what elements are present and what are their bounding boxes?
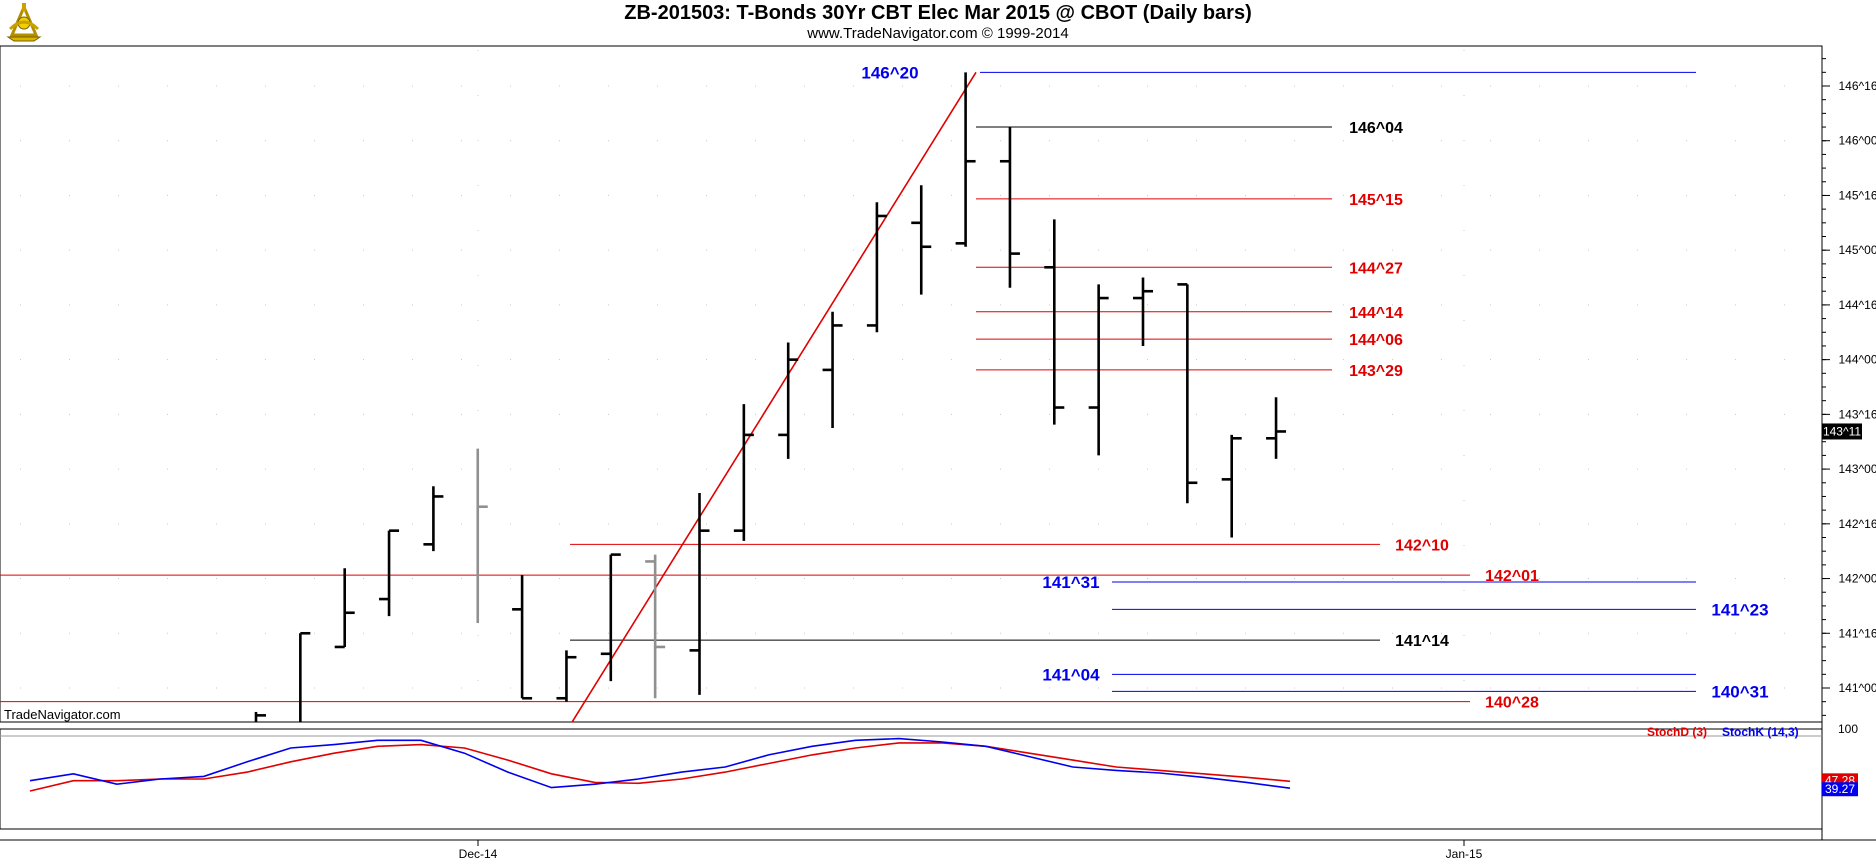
ohlc-bar xyxy=(955,72,976,247)
chart-header: ZB-201503: T-Bonds 30Yr CBT Elec Mar 201… xyxy=(0,0,1876,46)
stochk-last-label: 39.27 xyxy=(1825,782,1855,796)
ohlc-bar xyxy=(911,185,932,295)
y-tick-label: 142^00 xyxy=(1839,572,1876,586)
ohlc-bar xyxy=(822,311,843,429)
ohlc-bar xyxy=(423,486,444,552)
ohlc-bar xyxy=(299,631,311,723)
y-tick-label: 141^00 xyxy=(1839,681,1876,695)
legend-stochk: StochK (14,3) xyxy=(1722,725,1799,739)
y-tick-label: 144^00 xyxy=(1839,353,1876,367)
ohlc-bar xyxy=(379,529,400,617)
tradenavigator-sextant-icon xyxy=(6,3,42,42)
ohlc-bar xyxy=(1177,283,1198,504)
ohlc-bar xyxy=(645,554,666,699)
stoch-series-line xyxy=(29,742,1291,792)
ohlc-bar xyxy=(1044,219,1065,425)
ohlc-bar xyxy=(999,127,1020,288)
y-tick-label: 146^16 xyxy=(1839,79,1876,93)
level-label-141-31: 141^31 xyxy=(1042,573,1099,592)
level-label-141-23: 141^23 xyxy=(1711,600,1768,619)
y-tick-label: 145^16 xyxy=(1839,188,1876,202)
y-tick-label: 146^00 xyxy=(1839,134,1876,148)
level-label-141-04: 141^04 xyxy=(1042,665,1100,684)
ohlc-bar xyxy=(778,342,799,459)
ohlc-bar xyxy=(476,448,488,624)
chart-title: ZB-201503: T-Bonds 30Yr CBT Elec Mar 201… xyxy=(624,2,1252,24)
price-pane xyxy=(0,45,1823,723)
ohlc-bar xyxy=(512,575,533,700)
level-label-144-14: 144^14 xyxy=(1349,305,1403,322)
y-tick-label: 142^16 xyxy=(1839,517,1876,531)
ohlc-bar xyxy=(1221,434,1242,538)
level-label-146-04: 146^04 xyxy=(1349,120,1403,137)
ohlc-bar xyxy=(733,404,754,541)
ohlc-bar xyxy=(866,202,887,333)
ohlc-bar xyxy=(1088,284,1109,456)
stoch-series-line xyxy=(29,737,1291,789)
ohlc-bar xyxy=(1133,277,1153,346)
level-label-142-01: 142^01 xyxy=(1485,568,1539,585)
last-price-label: 143^11 xyxy=(1823,424,1861,438)
level-label-140-28: 140^28 xyxy=(1485,695,1539,712)
ohlc-bar xyxy=(556,650,577,702)
ohlc-bar xyxy=(334,568,355,649)
chart-subtitle: www.TradeNavigator.com © 1999-2014 xyxy=(807,25,1069,42)
ohlc-bar xyxy=(1266,397,1287,459)
level-label-144-06: 144^06 xyxy=(1349,332,1403,349)
trendline xyxy=(571,71,977,723)
watermark-label: TradeNavigator.com xyxy=(4,707,121,722)
ohlc-bar xyxy=(689,493,710,695)
stoch-100-label: 100 xyxy=(1838,722,1858,736)
y-tick-label: 144^16 xyxy=(1839,298,1876,312)
level-label-145-15: 145^15 xyxy=(1349,192,1403,209)
stoch-pane xyxy=(0,728,1823,830)
level-label-142-10: 142^10 xyxy=(1395,537,1449,554)
level-label-140-31: 140^31 xyxy=(1711,682,1768,701)
level-label-146-20: 146^20 xyxy=(861,63,918,82)
level-label-143-29: 143^29 xyxy=(1349,363,1403,380)
level-label-144-27: 144^27 xyxy=(1349,260,1403,277)
last-price-box xyxy=(1822,423,1862,440)
stochk-last-box xyxy=(1822,782,1858,797)
x-tick-label: Jan-15 xyxy=(1446,847,1483,861)
level-label-141-14: 141^14 xyxy=(1395,633,1449,650)
x-tick-label: Dec-14 xyxy=(459,847,498,861)
legend-stochd: StochD (3) xyxy=(1647,725,1707,739)
ohlc-bar xyxy=(600,553,621,682)
y-tick-label: 143^00 xyxy=(1839,462,1876,476)
y-tick-label: 143^16 xyxy=(1839,407,1876,421)
y-tick-label: 145^00 xyxy=(1839,243,1876,257)
y-tick-label: 141^16 xyxy=(1839,626,1876,640)
ohlc-bar xyxy=(254,711,266,723)
